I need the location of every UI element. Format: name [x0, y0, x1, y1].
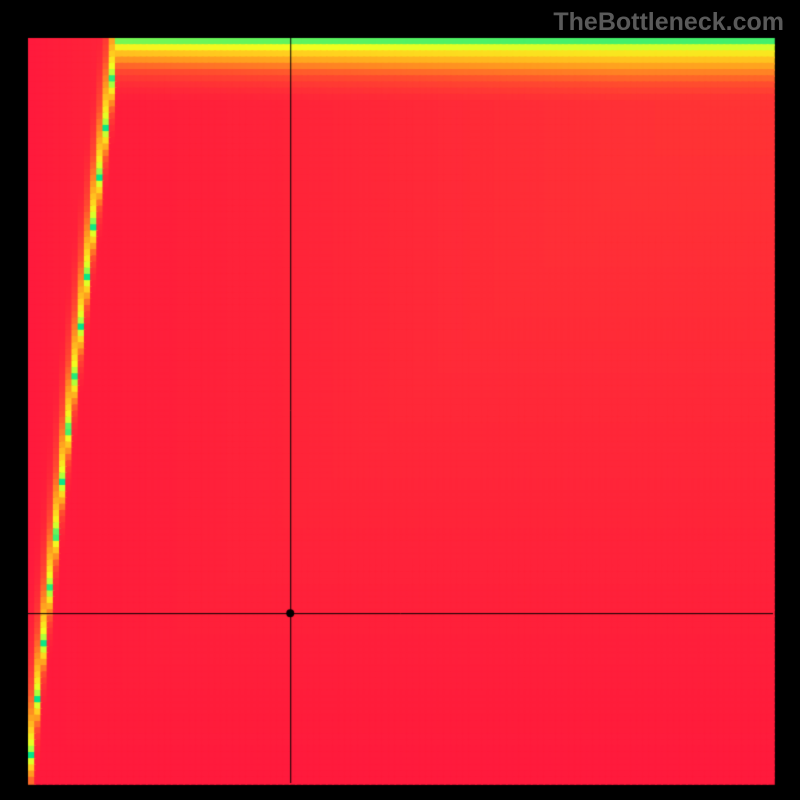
bottleneck-heatmap: [0, 0, 800, 800]
watermark-text: TheBottleneck.com: [553, 8, 784, 37]
chart-container: TheBottleneck.com: [0, 0, 800, 800]
